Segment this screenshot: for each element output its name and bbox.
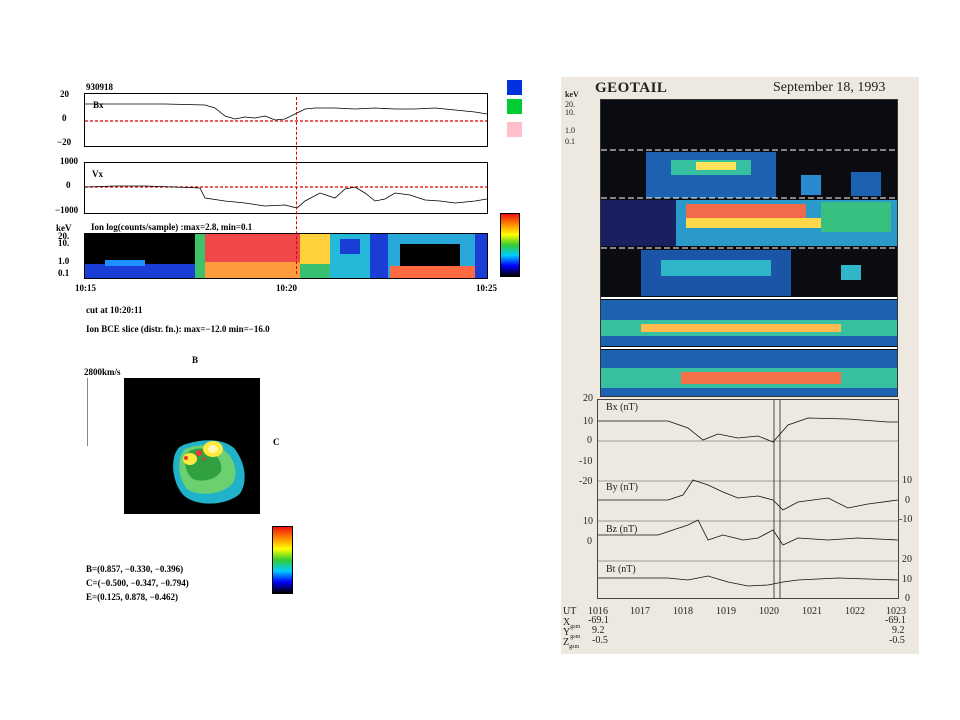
by-tick-0: 0	[905, 495, 910, 506]
xgsm-start: -69.1	[588, 615, 609, 626]
bx-tick-mid: 0	[62, 113, 67, 123]
geotail-tick-01: 0.1	[565, 137, 575, 146]
bz-tick-10: 10	[583, 516, 593, 527]
vx-tick-mid: 0	[66, 180, 71, 190]
by-tick-n10: -10	[899, 514, 913, 525]
slice-colorbar	[272, 526, 293, 594]
ut-1021: 1021	[802, 606, 822, 617]
vx-label: Vx	[92, 169, 103, 179]
bx-tick-bot: −20	[57, 137, 72, 147]
bz-nt-label: Bz (nT)	[606, 524, 638, 535]
geotail-tick-10: 10.	[565, 108, 575, 117]
geotail-tick-1: 1.0	[565, 126, 575, 135]
by-nt-label: By (nT)	[606, 482, 638, 493]
ut-1023: 1023	[886, 606, 906, 617]
ut-label: UT	[563, 606, 577, 617]
date-code: 930918	[86, 82, 113, 92]
spec-tick-01: 0.1	[58, 268, 70, 278]
geotail-spectrograms	[600, 99, 898, 397]
bt-tick-20: 20	[902, 554, 912, 565]
bt-nt-label: Bt (nT)	[606, 564, 636, 575]
spec-tick-1: 1.0	[58, 256, 70, 266]
bce-slice-plot	[124, 378, 260, 514]
time-tick-1020: 10:20	[276, 283, 297, 293]
xgsm-end: -69.1	[885, 615, 906, 626]
by-tick-10: 10	[902, 475, 912, 486]
zgsm-start: -0.5	[592, 635, 608, 646]
ut-1020: 1020	[759, 606, 779, 617]
ut-1016: 1016	[588, 606, 608, 617]
bt-tick-0: 0	[905, 593, 910, 604]
bx-tick-20: 20	[583, 393, 593, 404]
spec-colorbar	[500, 213, 520, 277]
slice-b-label: B	[192, 355, 199, 365]
bx-tick-0: 0	[587, 435, 592, 446]
ut-1022: 1022	[845, 606, 865, 617]
slice-axis	[87, 378, 88, 446]
spec-tick-20: 20.	[58, 231, 70, 241]
vector-c: C=(−0.500, −0.347, −0.794)	[86, 578, 189, 588]
ut-1018: 1018	[673, 606, 693, 617]
geotail-title: GEOTAIL	[595, 80, 668, 96]
slice-scale: 2800km/s	[84, 367, 121, 377]
geotail-mag-plot: Bx (nT) By (nT) Bz (nT) Bt (nT)	[597, 399, 899, 599]
bx-tick-n10: -10	[579, 456, 593, 467]
zgsm-end: -0.5	[889, 635, 905, 646]
swatch-green	[507, 99, 522, 114]
swatch-blue	[507, 80, 522, 95]
geotail-scan: GEOTAIL September 18, 1993 keV	[561, 77, 919, 654]
bx-tick-n20: -20	[579, 476, 593, 487]
vx-tick-bot: −1000	[55, 205, 79, 215]
spec-tick-10: 10.	[58, 238, 70, 248]
slice-label: Ion BCE slice (distr. fn.): max=−12.0 mi…	[86, 324, 270, 334]
bx-tick-top: 20	[60, 89, 69, 99]
vector-e: E=(0.125, 0.878, −0.462)	[86, 592, 179, 602]
bx-label: Bx	[93, 100, 104, 110]
spectrogram	[84, 233, 488, 279]
bx-nt-label: Bx (nT)	[606, 402, 638, 413]
slice-c-label: C	[273, 437, 280, 447]
cut-line	[296, 97, 297, 274]
bx-tick-10: 10	[583, 416, 593, 427]
geotail-date: September 18, 1993	[773, 80, 886, 95]
zgsm-label: Zgsm	[563, 637, 580, 650]
vx-plot: Vx	[84, 162, 488, 214]
ygsm-start: 9.2	[592, 625, 605, 636]
ut-1019: 1019	[716, 606, 736, 617]
geotail-tick-20: 20.	[565, 100, 575, 109]
bz-tick-0: 0	[587, 536, 592, 547]
ut-1017: 1017	[630, 606, 650, 617]
spec-unit: keV	[56, 223, 72, 233]
ygsm-end: 9.2	[892, 625, 905, 636]
cut-label: cut at 10:20:11	[86, 305, 143, 315]
geotail-unit: keV	[565, 90, 579, 99]
vx-tick-top: 1000	[60, 156, 78, 166]
bx-plot: Bx	[84, 93, 488, 147]
swatch-pink	[507, 122, 522, 137]
xgsm-label: Xgsm	[563, 617, 581, 630]
bt-tick-10: 10	[902, 574, 912, 585]
time-tick-1025: 10:25	[476, 283, 497, 293]
vector-b: B=(0.857, −0.330, −0.396)	[86, 564, 184, 574]
ygsm-label: Ygsm	[563, 627, 581, 640]
spec-title: Ion log(counts/sample) :max=2.8, min=0.1	[91, 222, 253, 232]
time-tick-1015: 10:15	[75, 283, 96, 293]
